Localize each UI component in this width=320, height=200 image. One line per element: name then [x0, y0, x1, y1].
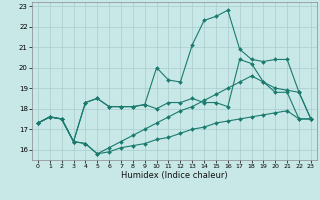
X-axis label: Humidex (Indice chaleur): Humidex (Indice chaleur) — [121, 171, 228, 180]
